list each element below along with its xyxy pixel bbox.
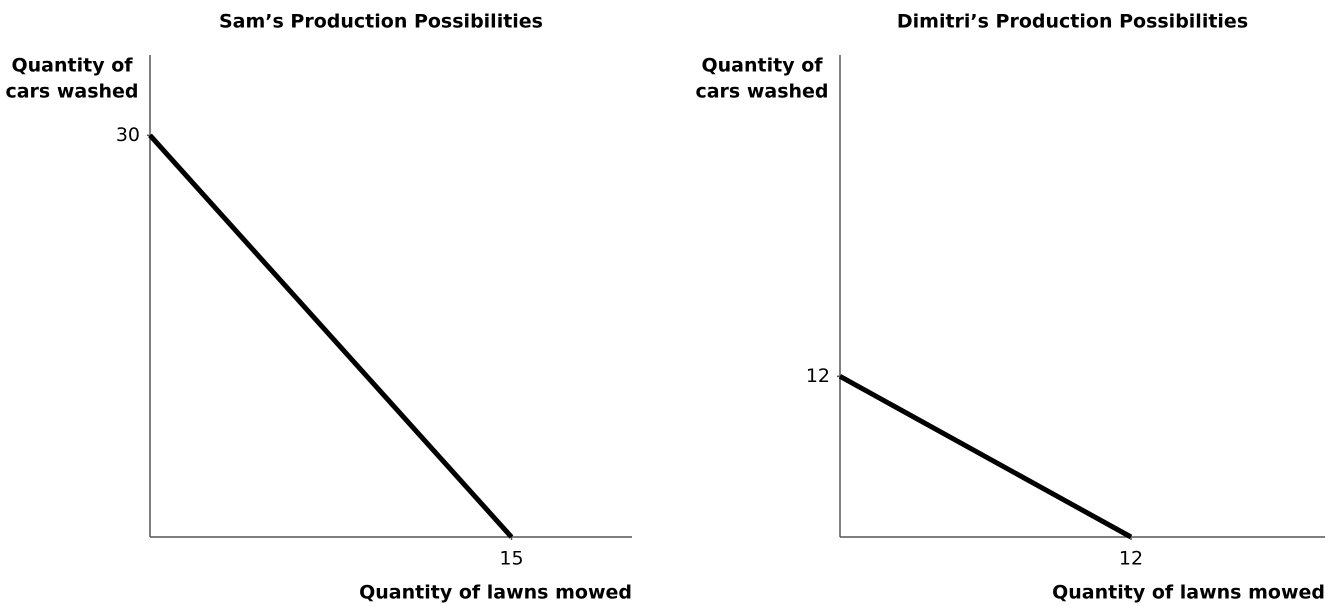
y-axis-label: Quantity of: [701, 55, 823, 77]
y-axis-label: cars washed: [695, 81, 828, 103]
y-axis-label: cars washed: [5, 81, 138, 103]
x-tick-label: 12: [1119, 548, 1143, 570]
chart-title: Sam’s Production Possibilities: [219, 11, 543, 33]
ppf-line: [148, 133, 514, 539]
x-tick-label: 15: [499, 548, 523, 570]
y-tick-label: 12: [806, 365, 830, 387]
x-axis-label: Quantity of lawns mowed: [1052, 582, 1325, 604]
chart-title: Dimitri’s Production Possibilities: [897, 11, 1248, 33]
y-tick-label: 30: [116, 124, 140, 146]
y-axis-label: Quantity of: [11, 55, 133, 77]
ppf-line: [838, 374, 1133, 540]
x-axis-label: Quantity of lawns mowed: [359, 582, 632, 604]
